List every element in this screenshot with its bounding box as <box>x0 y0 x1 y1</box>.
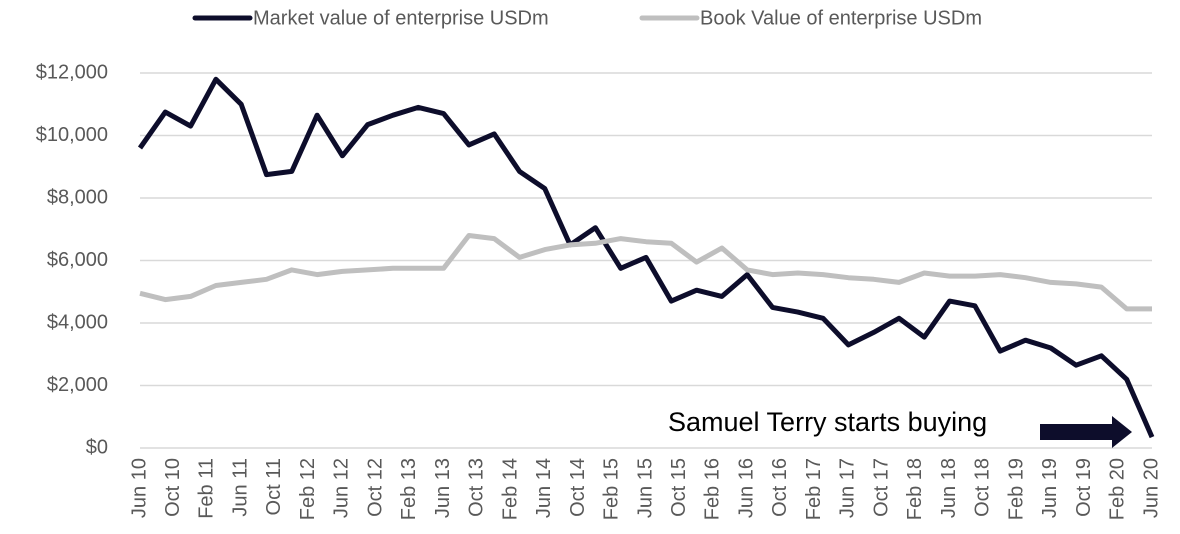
series-line <box>137 76 1155 439</box>
x-tick-label: Jun 16 <box>735 458 757 518</box>
x-tick-label: Jun 10 <box>128 458 150 518</box>
x-tick-label: Feb 17 <box>803 458 825 520</box>
x-tick-label: Feb 19 <box>1005 458 1027 520</box>
y-tick-label: $2,000 <box>47 374 108 396</box>
x-tick-label: Feb 16 <box>702 458 724 520</box>
x-tick-label: Oct 14 <box>567 458 589 517</box>
x-tick-label: Oct 12 <box>364 458 386 517</box>
y-tick-label: $0 <box>86 436 108 458</box>
x-tick-label: Feb 13 <box>398 458 420 520</box>
x-tick-label: Oct 11 <box>263 458 285 515</box>
x-tick-label: Oct 15 <box>668 458 690 517</box>
x-tick-label: Jun 12 <box>331 458 353 518</box>
x-tick-label: Feb 20 <box>1107 458 1129 520</box>
y-tick-label: $8,000 <box>47 186 108 208</box>
y-tick-label: $6,000 <box>47 249 108 271</box>
x-tick-label: Jun 17 <box>837 458 859 518</box>
x-tick-label: Jun 13 <box>432 458 454 518</box>
x-tick-label: Jun 14 <box>533 458 555 518</box>
series-line <box>139 233 1152 312</box>
annotation: Samuel Terry starts buying <box>668 407 987 437</box>
annotation-arrow <box>1040 416 1132 448</box>
x-tick-label: Jun 18 <box>938 458 960 518</box>
x-tick-label: Feb 14 <box>499 458 521 520</box>
x-tick-label: Feb 11 <box>196 458 218 519</box>
legend-label: Market value of enterprise USDm <box>253 7 549 29</box>
y-tick-label: $12,000 <box>36 61 108 83</box>
y-tick-label: $10,000 <box>36 124 108 146</box>
x-tick-label: Feb 18 <box>904 458 926 520</box>
x-tick-label: Jun 11 <box>229 458 251 517</box>
x-tick-label: Oct 19 <box>1073 458 1095 517</box>
y-tick-label: $4,000 <box>47 311 108 333</box>
x-tick-label: Oct 13 <box>466 458 488 517</box>
legend-label: Book Value of enterprise USDm <box>700 7 982 29</box>
x-tick-label: Feb 12 <box>297 458 319 520</box>
x-tick-label: Jun 19 <box>1039 458 1061 518</box>
x-tick-label: Jun 20 <box>1140 458 1162 518</box>
x-tick-label: Oct 10 <box>162 458 184 517</box>
x-tick-label: Feb 15 <box>601 458 623 520</box>
x-tick-label: Oct 18 <box>972 458 994 517</box>
x-tick-label: Oct 16 <box>769 458 791 517</box>
x-tick-label: Jun 15 <box>634 458 656 518</box>
x-tick-label: Oct 17 <box>870 458 892 517</box>
